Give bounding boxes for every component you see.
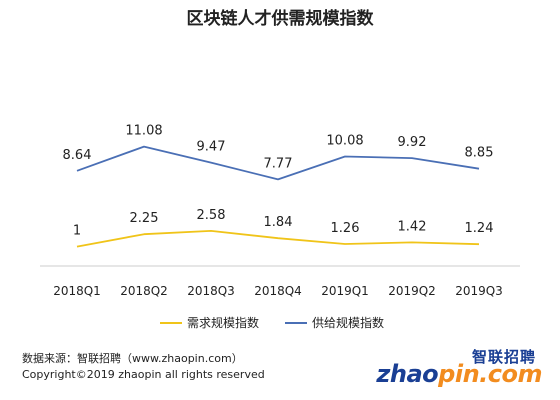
logo-brand-en: zhaopin.com <box>376 360 542 388</box>
chart-title: 区块链人才供需规模指数 <box>187 8 375 29</box>
x-tick-label: 2018Q1 <box>53 284 101 298</box>
x-tick-label: 2019Q1 <box>321 284 369 298</box>
source-note: 数据来源：智联招聘（www.zhaopin.com） <box>22 352 243 365</box>
zhaopin-logo: 智联招聘 zhaopin.com <box>376 346 542 388</box>
logo-brand-en-part1: zhao <box>376 360 439 388</box>
data-label: 10.08 <box>326 134 363 149</box>
copyright-note: Copyright©2019 zhaopin all rights reserv… <box>22 368 265 381</box>
series-line-0 <box>76 229 480 248</box>
x-tick-label: 2018Q4 <box>254 284 302 298</box>
data-label: 1.26 <box>331 221 360 236</box>
x-tick-label: 2018Q2 <box>120 284 168 298</box>
data-label: 11.08 <box>125 124 162 139</box>
data-label: 8.64 <box>63 148 92 163</box>
x-tick-label: 2018Q3 <box>187 284 235 298</box>
data-label: 1.84 <box>264 215 293 230</box>
legend-label: 供给规模指数 <box>312 315 384 330</box>
data-label: 7.77 <box>264 156 293 171</box>
data-label: 1.42 <box>398 219 427 234</box>
legend: 需求规模指数 供给规模指数 <box>160 315 384 330</box>
data-label: 2.25 <box>130 211 159 226</box>
data-label: 9.47 <box>197 140 226 155</box>
data-label: 1 <box>73 224 81 239</box>
x-tick-label: 2019Q3 <box>455 284 503 298</box>
data-label: 8.85 <box>465 146 494 161</box>
data-label: 9.92 <box>398 135 427 150</box>
legend-label: 需求规模指数 <box>187 315 259 330</box>
data-label: 1.24 <box>465 221 494 236</box>
logo-brand-cn: 智联招聘 <box>471 348 536 366</box>
logo-brand-en-part2: pin.com <box>438 360 542 388</box>
series-line-1 <box>76 145 480 181</box>
data-label: 2.58 <box>197 208 226 223</box>
series-layer: 1 2.25 2.58 1.84 1.26 1.42 1.24 8.64 11.08 9.47 7.… <box>63 124 494 248</box>
x-tick-label: 2019Q2 <box>388 284 436 298</box>
x-tick-labels: 2018Q1 2018Q2 2018Q3 2018Q4 2019Q1 2019Q2 2019… <box>53 284 503 298</box>
